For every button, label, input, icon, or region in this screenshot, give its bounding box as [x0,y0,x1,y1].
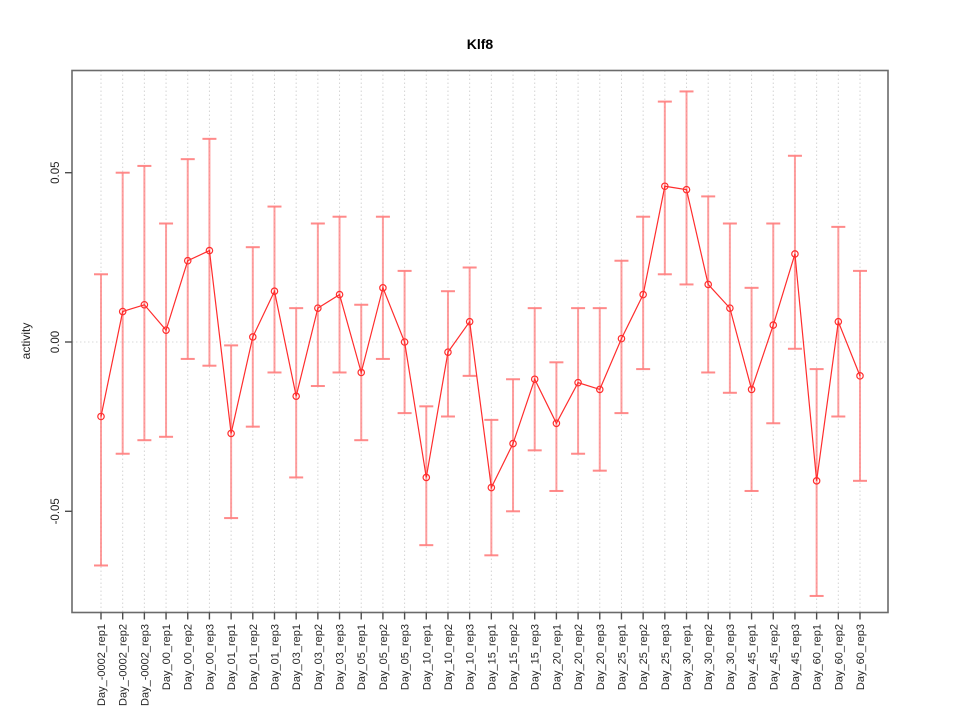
series-line [100,185,861,490]
data-point-marker [682,185,691,194]
x-tick-label: Day_20_rep1 [551,624,563,690]
data-point-marker [162,326,170,334]
x-tick-label: Day_30_rep2 [703,624,715,690]
data-point-marker [227,429,235,438]
y-tick-label: -0.05 [50,498,62,524]
data-point-marker [661,182,669,191]
x-tick-label: Day_05_rep1 [356,624,368,690]
x-tick-label: Day_60_rep2 [833,624,845,690]
data-point-marker [769,321,778,329]
x-tick-label: Day_10_rep2 [443,624,455,690]
x-tick-label: Day_30_rep3 [725,624,737,690]
data-point-marker [704,280,713,289]
y-tick-label: 0.05 [50,162,62,184]
data-point-marker [400,338,409,346]
x-tick-label: Day_25_rep1 [616,624,628,690]
y-axis-title: activity [19,323,33,360]
data-point-marker [335,290,344,299]
data-point-marker [357,368,366,377]
x-tick-label: Day_-0002_rep2 [118,624,130,706]
y-tick-label: 0.00 [50,331,62,353]
data-point-marker [530,375,539,384]
x-tick-label: Day_20_rep2 [573,624,585,690]
x-tick-label: Day_00_rep1 [161,624,173,690]
x-tick-label: Day_15_rep1 [486,624,498,690]
x-tick-label: Day_10_rep3 [465,624,477,690]
x-tick-label: Day_05_rep2 [378,624,390,690]
data-point-marker [249,333,257,341]
data-point-marker [118,307,127,316]
data-point-marker [379,284,387,292]
data-point-marker [314,304,322,312]
data-point-marker [487,483,496,492]
x-tick-label: Day_00_rep2 [183,624,195,690]
data-point-marker [140,300,149,309]
data-point-marker [812,477,821,485]
data-point-marker [205,246,214,255]
data-point-marker [444,348,452,356]
x-tick-label: Day_45_rep2 [768,624,780,690]
x-tick-label: Day_03_rep3 [335,624,347,690]
x-tick-label: Day_05_rep3 [400,624,412,690]
data-point-marker [617,334,626,343]
data-point-marker [97,412,105,421]
data-point-marker [509,439,517,448]
x-tick-label: Day_60_rep1 [812,624,824,690]
x-tick-label: Day_25_rep2 [638,624,650,690]
data-point-marker [726,304,734,312]
data-point-marker [183,256,192,265]
data-point-marker [465,317,474,326]
data-point-marker [574,378,582,387]
chart-title: Klf8 [466,36,494,52]
x-tick-label: Day_01_rep1 [226,624,238,690]
data-point-marker [595,385,604,394]
x-tick-label: Day_45_rep1 [747,624,759,690]
x-tick-label: Day_30_rep1 [682,624,694,690]
data-point-marker [552,419,561,428]
data-point-marker [639,290,647,299]
x-tick-label: Day_00_rep3 [204,624,216,690]
x-tick-label: Day_-0002_rep1 [96,624,108,706]
x-tick-label: Day_60_rep3 [855,624,867,690]
x-tick-label: Day_03_rep1 [291,624,303,690]
x-tick-label: Day_03_rep2 [313,624,325,690]
x-tick-label: Day_10_rep1 [421,624,433,690]
x-tick-label: Day_-0002_rep3 [139,624,151,706]
data-point-marker [791,250,799,258]
data-point-marker [747,385,756,394]
x-tick-label: Day_25_rep3 [660,624,672,690]
x-tick-label: Day_15_rep3 [530,624,542,690]
data-point-marker [270,287,279,296]
x-tick-label: Day_01_rep3 [269,624,281,690]
x-tick-label: Day_01_rep2 [248,624,260,690]
x-tick-label: Day_45_rep3 [790,624,802,690]
data-point-marker [856,372,864,380]
data-point-marker [292,392,300,400]
data-point-marker [422,473,431,482]
data-point-marker [834,317,843,326]
x-tick-label: Day_20_rep3 [595,624,607,690]
x-tick-label: Day_15_rep2 [508,624,520,690]
